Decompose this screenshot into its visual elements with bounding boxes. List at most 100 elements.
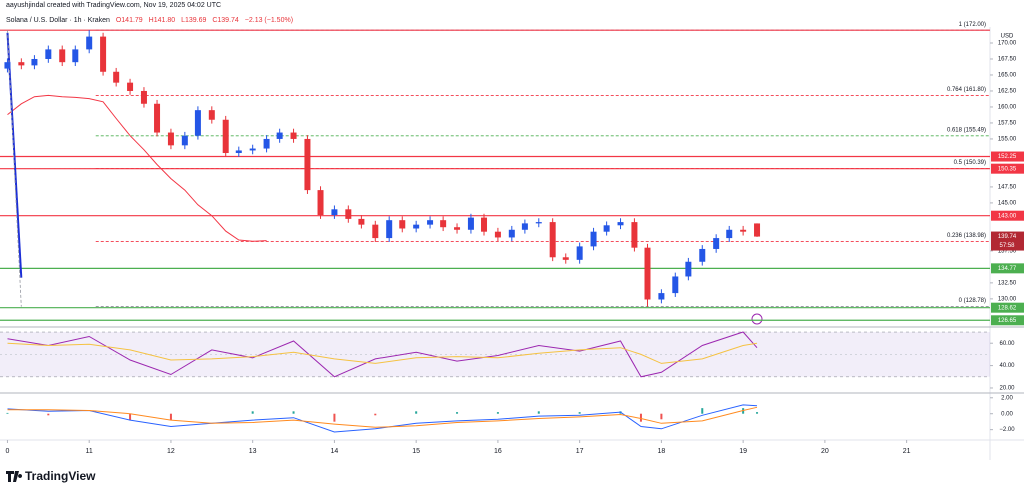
overlay-line: [7, 94, 267, 242]
macd-histogram: [639, 413, 642, 422]
y-tick-label: 20.00: [999, 386, 1015, 392]
fib-label: 1 (172.00): [959, 22, 986, 28]
candle-body: [235, 150, 242, 154]
candle-body: [31, 58, 38, 66]
x-tick-label: 11: [86, 448, 93, 455]
ohlc: H141.80: [148, 17, 176, 24]
macd-histogram: [701, 408, 704, 414]
x-tick-label: 21: [903, 448, 911, 455]
level-tag: [991, 263, 1024, 274]
candle-body: [658, 293, 665, 300]
candle-body: [208, 110, 215, 120]
candle-body: [18, 62, 25, 66]
candle-body: [713, 238, 720, 249]
fib-label: 0 (128.78): [959, 298, 986, 304]
overlay-line: [7, 30, 22, 307]
macd-histogram: [47, 413, 50, 416]
y-tick-label: 155.00: [998, 137, 1017, 143]
event-icon: [751, 313, 763, 325]
candle-body: [358, 218, 365, 225]
candle-body: [86, 36, 93, 50]
macd-histogram: [537, 411, 540, 414]
level-tag: [991, 151, 1024, 162]
macd-histogram: [374, 413, 377, 416]
x-tick-label: 16: [494, 448, 502, 455]
y-tick-label: 157.50: [998, 121, 1017, 127]
candle-body: [740, 229, 747, 232]
x-tick-label: 18: [657, 448, 665, 455]
y-tick-label: 160.00: [998, 105, 1017, 111]
candle-body: [699, 248, 706, 262]
x-tick-label: 14: [331, 448, 339, 455]
candle-body: [194, 110, 201, 136]
macd-histogram: [578, 412, 581, 414]
logo-mark: [6, 471, 23, 482]
last-price-tag: [991, 231, 1024, 251]
candle-body: [100, 36, 107, 72]
x-tick-label: 15: [412, 448, 420, 455]
y-tick-label: 145.00: [998, 200, 1017, 206]
candle-body: [631, 222, 638, 248]
y-tick-label: −2.00: [999, 427, 1015, 433]
fib-label: 0.618 (155.49): [947, 127, 986, 133]
candle-body: [4, 62, 11, 69]
macd-histogram: [292, 411, 295, 414]
candle-body: [603, 225, 610, 232]
candle-body: [59, 49, 66, 63]
x-tick-label: 17: [576, 448, 584, 455]
y-tick-label: 167.50: [998, 57, 1017, 63]
fib-label: 0.5 (150.39): [954, 160, 986, 166]
macd-histogram: [169, 413, 172, 421]
candle-body: [726, 229, 733, 239]
symbol: Solana / U.S. Dollar · 1h · Kraken: [6, 17, 110, 24]
last-price: 139.74: [998, 234, 1017, 240]
candle-body: [413, 224, 420, 229]
x-tick-label: 13: [249, 448, 257, 455]
y-tick-label: 0.00: [1001, 411, 1013, 417]
y-tick-label: 130.00: [998, 296, 1017, 302]
candle-body: [644, 247, 651, 300]
y-tick-label: 147.50: [998, 184, 1017, 190]
candle-body: [590, 231, 597, 247]
candle-body: [331, 209, 338, 216]
logo: TradingView: [6, 469, 96, 483]
candle-body: [181, 135, 188, 146]
ohlc: L139.69: [181, 17, 207, 24]
candle-body: [249, 148, 256, 151]
candle-body: [154, 103, 161, 133]
rsi-line: [7, 331, 758, 378]
candle-body: [481, 217, 488, 232]
candle-body: [672, 276, 679, 294]
level-tag: [991, 210, 1024, 221]
macd-histogram: [129, 413, 132, 421]
macd-histogram: [6, 412, 9, 414]
macd-histogram: [251, 411, 254, 414]
ohlc: C139.74: [212, 17, 239, 24]
fib-label: 0.236 (138.98): [947, 233, 986, 239]
macd-histogram: [456, 412, 459, 414]
candle-body: [562, 257, 569, 260]
level-tag: [991, 163, 1024, 174]
y-tick-label: 2.00: [1001, 395, 1013, 401]
candle-body: [386, 220, 393, 239]
axis-unit: USD: [1001, 34, 1014, 40]
candle-body: [494, 231, 501, 238]
candle-body: [345, 209, 352, 219]
y-tick-label: 60.00: [999, 341, 1015, 347]
y-tick-label: 165.00: [998, 73, 1017, 79]
macd-line: [7, 406, 758, 428]
x-tick-label: 12: [167, 448, 175, 455]
x-tick-label: 20: [821, 448, 829, 455]
macd-histogram: [496, 412, 499, 414]
candle-body: [508, 229, 515, 238]
level-tag: [991, 302, 1024, 313]
candle-body: [263, 138, 270, 149]
y-tick-label: 170.00: [998, 41, 1017, 47]
y-tick-label: 40.00: [999, 363, 1015, 369]
rsi-line: [7, 342, 758, 364]
candle-body: [140, 90, 147, 104]
macd-histogram: [756, 412, 759, 414]
candle-body: [521, 223, 528, 230]
